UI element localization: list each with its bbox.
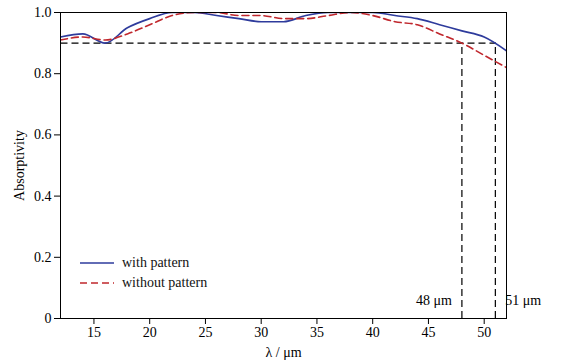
svg-text:0: 0 bbox=[45, 311, 52, 326]
svg-text:25: 25 bbox=[198, 325, 212, 340]
svg-text:0.4: 0.4 bbox=[34, 189, 52, 204]
svg-text:0.8: 0.8 bbox=[34, 66, 52, 81]
svg-text:50: 50 bbox=[477, 325, 491, 340]
svg-text:20: 20 bbox=[143, 325, 157, 340]
svg-text:48 μm: 48 μm bbox=[416, 293, 452, 308]
svg-text:1.0: 1.0 bbox=[34, 5, 52, 20]
html-text:without pattern: without pattern bbox=[122, 275, 208, 290]
svg-text:0.2: 0.2 bbox=[34, 250, 52, 265]
svg-text:0.6: 0.6 bbox=[34, 127, 52, 142]
svg-text:51 μm: 51 μm bbox=[505, 293, 541, 308]
svg-text:40: 40 bbox=[366, 325, 380, 340]
svg-text:35: 35 bbox=[310, 325, 324, 340]
svg-text:λ / μm: λ / μm bbox=[265, 345, 301, 360]
svg-text:15: 15 bbox=[87, 325, 101, 340]
svg-text:Absorptivity: Absorptivity bbox=[12, 130, 27, 201]
svg-text:45: 45 bbox=[421, 325, 435, 340]
svg-text:30: 30 bbox=[254, 325, 268, 340]
html-text:with pattern: with pattern bbox=[122, 255, 190, 270]
